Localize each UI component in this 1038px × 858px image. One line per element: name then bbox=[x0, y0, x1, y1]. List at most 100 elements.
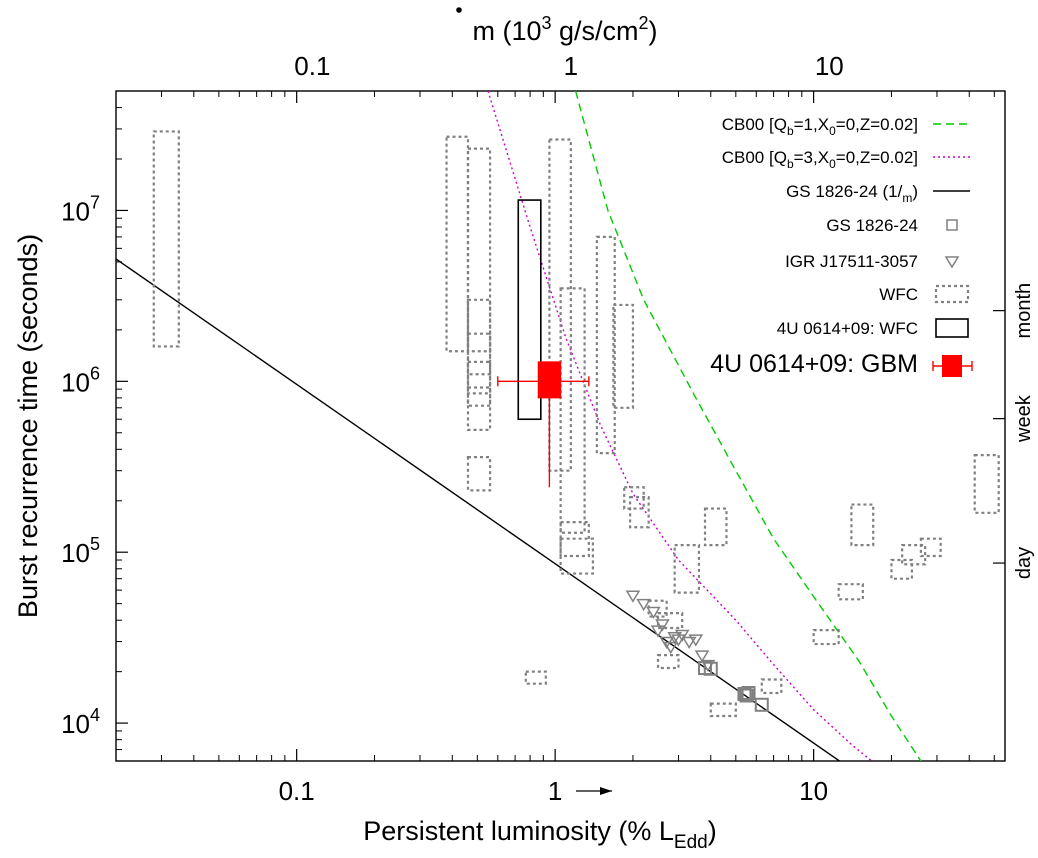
plot-frame bbox=[115, 90, 1006, 762]
legend-text-tail: =0,Z=0.02] bbox=[836, 115, 918, 134]
top-axis-label: m (103 g/s/cm2) bbox=[472, 13, 657, 46]
y-tick-base: 10 bbox=[61, 538, 90, 568]
x-tick-label: 0.1 bbox=[279, 776, 315, 806]
wfc-box bbox=[466, 147, 492, 353]
y-tick-exp: 7 bbox=[90, 192, 100, 212]
legend-text-tail: =0,Z=0.02] bbox=[836, 148, 918, 167]
igr-point bbox=[681, 636, 697, 650]
legend-text: CB00 [Q bbox=[722, 148, 787, 167]
legend-label-igr: IGR J17511-3057 bbox=[785, 252, 918, 271]
legend-text: 4U 0614+09: GBM bbox=[710, 350, 918, 378]
y-tick-base: 10 bbox=[61, 709, 90, 739]
cb00-qb1-curve bbox=[574, 91, 922, 761]
wfc-box bbox=[595, 235, 616, 455]
y-tick-label: 105 bbox=[61, 534, 100, 568]
y-axis-label: Burst recurrence time (seconds) bbox=[13, 234, 43, 618]
legend-sub: b bbox=[787, 124, 794, 138]
legend-label-cb00_qb3: CB00 [Qb=3,X0=0,Z=0.02] bbox=[722, 148, 918, 171]
legend: CB00 [Qb=1,X0=0,Z=0.02]CB00 [Qb=3,X0=0,Z… bbox=[710, 115, 973, 378]
legend-text: CB00 [Q bbox=[722, 115, 787, 134]
top-axis-label-unit-exp: 2 bbox=[639, 13, 649, 33]
legend-sub: m bbox=[902, 191, 912, 205]
wfc-box bbox=[919, 537, 942, 558]
legend-text-mid: =3,X bbox=[794, 148, 829, 167]
wfc-box bbox=[466, 332, 492, 395]
legend-sub: b bbox=[787, 157, 794, 171]
gs1826-point bbox=[754, 697, 769, 712]
wfc-box bbox=[901, 544, 927, 566]
legend-label-gs: GS 1826-24 bbox=[826, 216, 918, 235]
igr-point bbox=[646, 606, 661, 619]
gs1826-fit-line bbox=[116, 258, 841, 761]
legend-symbol bbox=[946, 219, 958, 231]
wfc-box bbox=[559, 287, 586, 534]
legend-text-mid: =1,X bbox=[794, 115, 829, 134]
igr-point bbox=[700, 659, 716, 673]
gs1826-point bbox=[741, 685, 756, 700]
wfc-box bbox=[466, 298, 492, 376]
legend-symbol bbox=[942, 355, 962, 377]
y-tick-exp: 4 bbox=[90, 705, 100, 725]
igr-point bbox=[688, 634, 704, 647]
x-axis-label-close: ) bbox=[708, 816, 717, 846]
wfc-box bbox=[837, 583, 864, 601]
wfc-box bbox=[559, 537, 595, 575]
wfc-box bbox=[548, 138, 572, 472]
legend-symbol bbox=[935, 318, 969, 338]
legend-sub: 0 bbox=[829, 157, 836, 171]
x-axis-label-text: Persistent luminosity (% L bbox=[363, 816, 674, 846]
igr-point bbox=[694, 650, 710, 663]
y-tick-base: 10 bbox=[61, 196, 90, 226]
igr-point bbox=[625, 590, 641, 603]
igr-point bbox=[655, 619, 670, 632]
gs1826-point bbox=[739, 688, 754, 703]
y-tick-exp: 5 bbox=[90, 534, 100, 554]
wfc-box bbox=[656, 653, 680, 670]
legend-text: WFC bbox=[879, 285, 918, 304]
wfc-box bbox=[890, 558, 914, 580]
y-tick-label: 104 bbox=[61, 705, 100, 739]
top-axis-symbol: m bbox=[472, 16, 495, 46]
wfc-box bbox=[466, 386, 492, 431]
y-tick-label: 106 bbox=[61, 363, 100, 397]
top-axis-label-unit: g/s/cm bbox=[552, 16, 639, 46]
wfc-box bbox=[152, 130, 180, 348]
gbm-point bbox=[537, 361, 562, 399]
x-tick-label: 10 bbox=[799, 776, 828, 806]
mdot-dot bbox=[456, 7, 462, 13]
legend-text: GS 1826-24 bbox=[826, 216, 918, 235]
legend-text: IGR J17511-3057 bbox=[785, 252, 918, 271]
wfc-box bbox=[623, 486, 645, 510]
igr-point bbox=[636, 598, 651, 612]
legend-sub: 0 bbox=[829, 124, 836, 138]
wfc-box bbox=[559, 521, 590, 558]
legend-label-wfc: WFC bbox=[879, 285, 918, 304]
top-tick-label: 1 bbox=[564, 51, 578, 81]
annotation-arrowhead bbox=[600, 787, 612, 795]
igr-point bbox=[650, 625, 666, 638]
gs1826-point bbox=[703, 661, 718, 676]
wfc-box bbox=[612, 303, 635, 409]
legend-symbol bbox=[944, 256, 960, 269]
x-axis-label-sub: Edd bbox=[674, 832, 708, 853]
right-tick-label: month bbox=[1013, 283, 1035, 339]
x-axis-label: Persistent luminosity (% LEdd) bbox=[363, 816, 716, 853]
top-tick-label: 10 bbox=[815, 51, 844, 81]
wfc-box bbox=[703, 507, 728, 547]
wfc-4u0614-box bbox=[517, 199, 542, 421]
legend-symbol bbox=[934, 284, 970, 304]
wfc-box bbox=[466, 360, 492, 407]
wfc-box bbox=[850, 503, 875, 547]
top-axis-label-spacer bbox=[495, 16, 503, 46]
legend-label-cb00_qb1: CB00 [Qb=1,X0=0,Z=0.02] bbox=[722, 115, 918, 138]
wfc-box bbox=[524, 670, 547, 685]
legend-text: GS 1826-24 (1/ bbox=[786, 182, 903, 201]
igr-point bbox=[663, 641, 679, 655]
y-tick-exp: 6 bbox=[90, 363, 100, 383]
legend-label-gbm: 4U 0614+09: GBM bbox=[710, 350, 918, 378]
wfc-box bbox=[709, 702, 737, 718]
top-axis-label-close: ) bbox=[649, 16, 658, 46]
wfc-box bbox=[466, 456, 492, 492]
